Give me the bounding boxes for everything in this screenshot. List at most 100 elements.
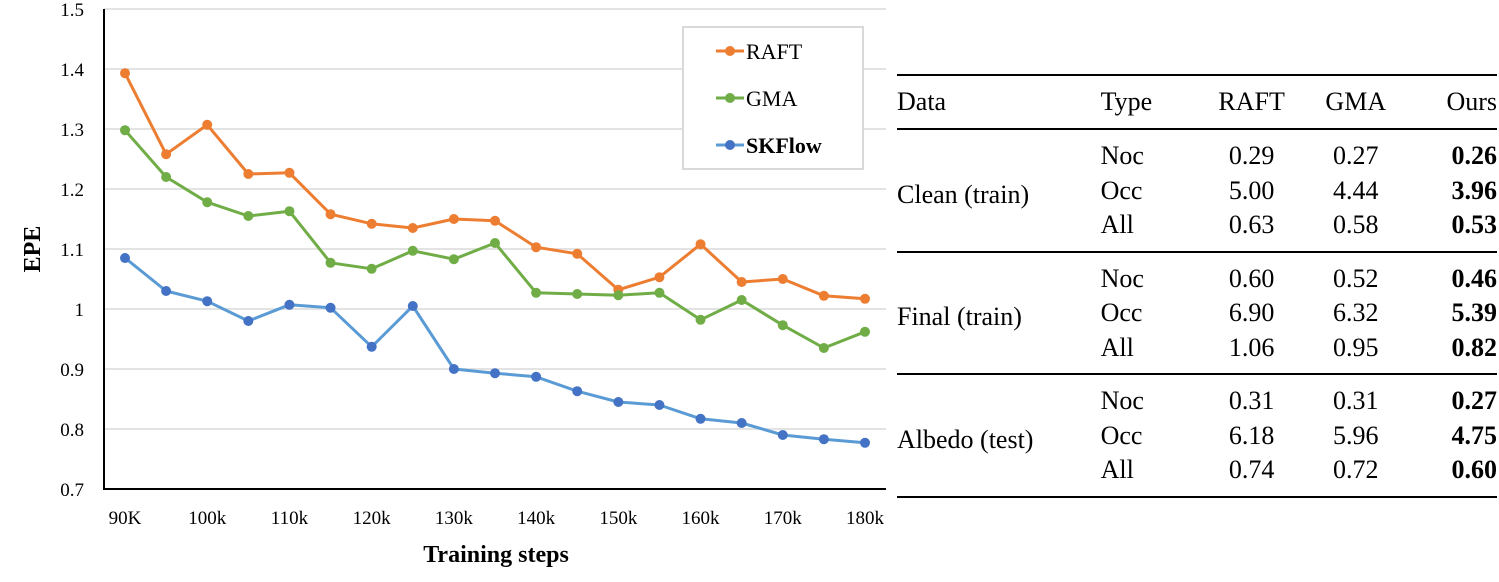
table-row: Albedo (test) Noc 0.31 0.31 0.27 [897, 374, 1498, 454]
cell-type: Noc [1100, 263, 1144, 293]
cell-ours: 0.60 [1451, 455, 1498, 484]
data-point-skflow [695, 413, 706, 424]
cell-ours: 5.39 [1451, 298, 1498, 327]
group-label: Clean (train) [897, 179, 1030, 209]
legend-label-gma: GMA [746, 86, 797, 111]
table-row: Occ 6.90 6.32 5.39 [897, 296, 1497, 331]
cell-type: Occ [1100, 298, 1143, 327]
data-point-skflow [325, 302, 336, 313]
x-axis-title: Training steps [423, 542, 569, 568]
data-point-skflow [284, 299, 295, 310]
data-point-gma [243, 211, 254, 221]
x-tick-label: 120k [353, 508, 392, 529]
table-group-clean: Clean (train) Noc 0.29 0.27 0.26 Occ 5.0… [897, 129, 1497, 252]
cell-raft: 6.18 [1228, 420, 1275, 450]
data-point-skflow [654, 400, 665, 410]
y-tick-label: 1.2 [60, 180, 84, 201]
data-point-gma [613, 290, 624, 301]
data-point-gma [120, 125, 130, 136]
y-tick-label: 1.4 [60, 60, 84, 81]
y-tick-label: 1.3 [60, 120, 84, 141]
data-point-raft [243, 169, 254, 179]
cell-raft: 0.31 [1228, 386, 1275, 415]
data-point-raft [860, 293, 870, 304]
y-tick-label: 1.1 [60, 240, 84, 261]
y-axis-title: EPE [20, 226, 46, 273]
series-layer [120, 68, 870, 448]
x-tick-label: 150k [599, 508, 638, 529]
data-point-raft [654, 272, 665, 283]
table-row: All 0.74 0.72 0.60 [897, 453, 1497, 497]
cell-gma: 0.52 [1333, 263, 1379, 293]
cell-raft: 0.60 [1228, 263, 1275, 293]
table-row: Occ 5.00 4.44 3.96 [897, 174, 1497, 209]
y-axis-ticks: 0.7 0.8 0.9 1 1.1 1.2 1.3 1.4 1.5 [60, 0, 84, 501]
x-tick-label: 90K [109, 508, 142, 529]
legend-marker-skflow [725, 140, 735, 150]
cell-type: Occ [1100, 175, 1143, 205]
y-tick-label: 1.5 [60, 0, 84, 21]
data-point-gma [736, 295, 747, 305]
cell-ours: 0.27 [1451, 386, 1498, 415]
table-header-row: Data Type RAFT GMA Ours [897, 75, 1497, 129]
cell-gma: 0.27 [1333, 141, 1379, 170]
data-point-skflow [243, 316, 254, 326]
data-point-skflow [366, 341, 377, 352]
data-point-gma [531, 287, 542, 298]
cell-raft: 6.90 [1228, 298, 1275, 327]
cell-ours: 0.26 [1451, 141, 1498, 170]
y-tick-label: 0.7 [60, 480, 84, 501]
data-point-skflow [777, 430, 788, 440]
data-point-skflow [860, 437, 870, 448]
cell-raft: 1.06 [1228, 332, 1275, 362]
series-skflow [120, 253, 870, 448]
data-point-gma [161, 172, 172, 182]
table-row: Occ 6.18 5.96 4.75 [897, 419, 1497, 454]
table-row: Clean (train) Noc 0.29 0.27 0.26 [897, 129, 1498, 209]
cell-gma: 0.58 [1333, 210, 1379, 239]
data-point-skflow [572, 386, 583, 397]
data-point-gma [407, 245, 418, 256]
cell-raft: 0.63 [1228, 210, 1275, 239]
cell-type: All [1100, 332, 1134, 362]
legend-box [682, 26, 864, 170]
cell-gma: 6.32 [1333, 298, 1379, 327]
data-point-raft [325, 209, 336, 220]
table-row: All 1.06 0.95 0.82 [897, 331, 1497, 375]
data-point-raft [284, 167, 295, 178]
cell-type: Noc [1100, 141, 1144, 170]
x-tick-label: 100k [188, 508, 227, 529]
data-point-skflow [120, 253, 130, 263]
cell-raft: 0.74 [1228, 455, 1275, 484]
cell-raft: 5.00 [1228, 175, 1275, 205]
data-point-gma [366, 263, 377, 274]
data-point-gma [860, 326, 870, 337]
results-table: Data Type RAFT GMA Ours Clean (train) No… [897, 74, 1497, 498]
data-point-raft [736, 277, 747, 287]
data-point-skflow [407, 301, 418, 311]
header-type: Type [1100, 86, 1153, 116]
cell-type: All [1100, 210, 1134, 239]
header-raft: RAFT [1218, 86, 1285, 116]
legend: RAFT GMA SKFlow [682, 26, 864, 170]
cell-gma: 4.44 [1333, 175, 1379, 205]
data-point-gma [284, 206, 295, 217]
data-point-skflow [490, 368, 500, 379]
series-gma [120, 125, 870, 353]
cell-gma: 0.95 [1333, 332, 1379, 362]
table-group-albedo: Albedo (test) Noc 0.31 0.31 0.27 Occ 6.1… [897, 374, 1497, 497]
x-tick-label: 160k [682, 508, 721, 529]
cell-ours: 0.82 [1451, 332, 1498, 362]
data-point-gma [695, 314, 706, 325]
y-tick-label: 0.8 [60, 420, 84, 441]
data-point-raft [777, 274, 788, 284]
cell-gma: 0.72 [1333, 455, 1379, 484]
cell-ours: 0.46 [1451, 263, 1498, 293]
data-point-raft [161, 149, 172, 160]
cell-ours: 4.75 [1451, 420, 1498, 450]
series-raft [120, 68, 870, 304]
x-tick-label: 140k [517, 508, 556, 529]
data-point-skflow [613, 397, 624, 407]
series-line-skflow [124, 256, 866, 445]
epe-line-chart: 0.7 0.8 0.9 1 1.1 1.2 1.3 1.4 1.5 90K 100k 110k 120… [20, 0, 886, 568]
